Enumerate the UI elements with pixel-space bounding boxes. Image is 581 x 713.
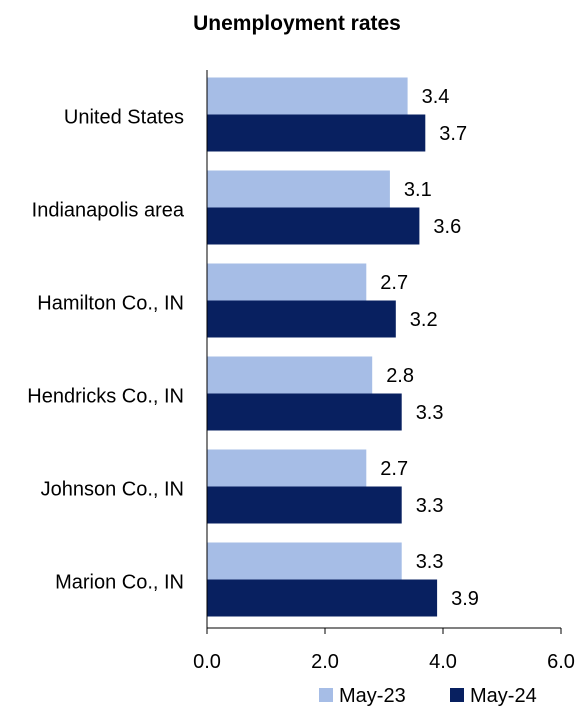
x-tick-label: 2.0 [311,651,339,673]
x-tick-label: 6.0 [547,651,575,673]
legend-label: May-23 [339,685,406,707]
data-label: 3.4 [422,86,450,108]
category-label: Marion Co., IN [55,572,184,594]
bar-may-23 [207,77,408,115]
data-label: 3.1 [404,179,432,201]
data-label: 3.3 [416,402,444,424]
data-label: 3.3 [416,551,444,573]
category-label: Hendricks Co., IN [27,386,184,408]
bar-may-24 [207,207,420,245]
category-label: Johnson Co., IN [41,479,184,501]
data-label: 2.7 [380,458,408,480]
bar-may-24 [207,579,438,617]
category-label: Indianapolis area [32,200,185,222]
data-label: 2.7 [380,272,408,294]
bar-may-23 [207,263,367,301]
category-label: Hamilton Co., IN [37,293,184,315]
bar-may-23 [207,542,402,580]
legend-swatch-may-23 [319,688,333,702]
bar-may-24 [207,486,402,524]
category-label: United States [64,107,184,129]
bar-may-24 [207,114,426,152]
data-label: 3.3 [416,495,444,517]
legend-label: May-24 [470,685,537,707]
bar-may-23 [207,170,390,208]
bar-may-24 [207,393,402,431]
legend-swatch-may-24 [450,688,464,702]
bar-may-23 [207,356,373,394]
x-tick-label: 4.0 [429,651,457,673]
data-label: 3.7 [439,123,467,145]
bar-may-23 [207,449,367,487]
data-label: 3.6 [433,216,461,238]
bar-may-24 [207,300,396,338]
data-label: 3.9 [451,588,479,610]
chart-title: Unemployment rates [193,12,401,35]
x-tick-label: 0.0 [193,651,221,673]
data-label: 2.8 [386,365,414,387]
data-label: 3.2 [410,309,438,331]
